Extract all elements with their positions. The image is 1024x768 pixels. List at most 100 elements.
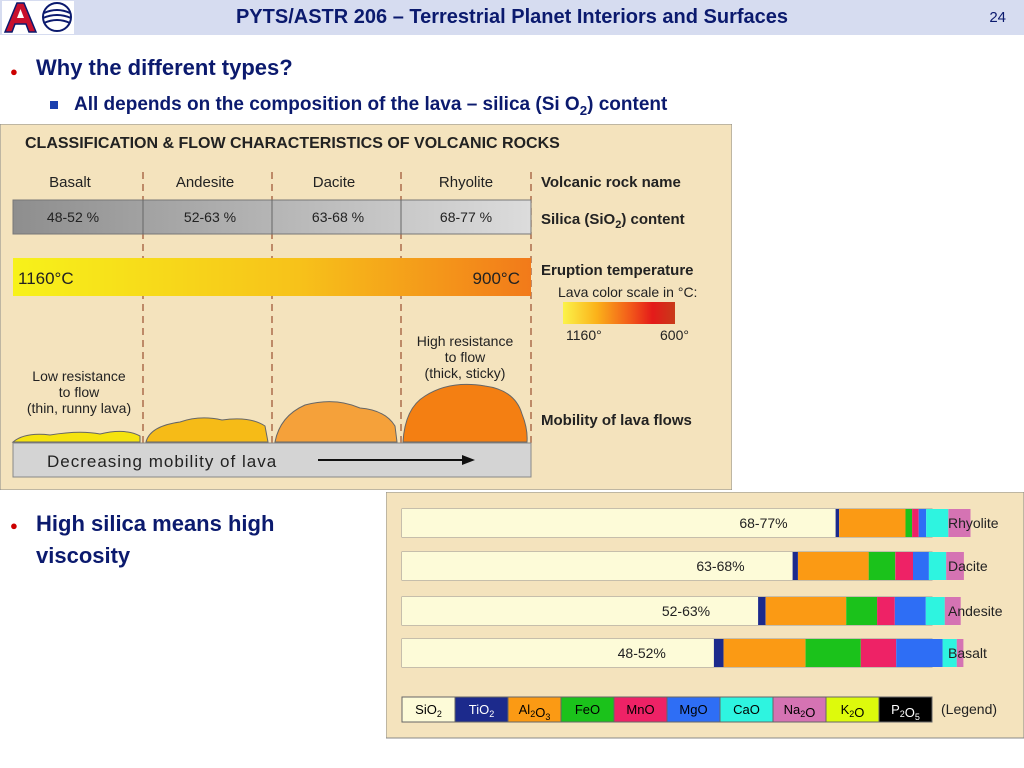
composition-bar-basalt: 48-52% Basalt: [401, 638, 987, 668]
bullet-composition-sub: 2: [579, 102, 588, 118]
bar-segment-mno: [877, 597, 895, 625]
bullet-dot-icon: ●: [10, 518, 18, 533]
legend-mno: MnO: [613, 696, 668, 723]
legend-mgo-text: MgO: [679, 702, 707, 717]
bar-segment-al2o3: [723, 639, 806, 667]
legend-label: (Legend): [941, 701, 997, 717]
bar-segment-feo: [805, 639, 861, 667]
page-number: 24: [989, 9, 1006, 26]
rock-name-dacite: Dacite: [313, 174, 356, 191]
legend-al2o3-text: Al2O3: [519, 702, 551, 722]
bar-segment-na2o: [956, 639, 964, 667]
label-eruption-temperature: Eruption temperature: [541, 262, 694, 279]
high-resistance-line2: to flow: [445, 349, 486, 365]
slide-title: PYTS/ASTR 206 – Terrestrial Planet Inter…: [235, 6, 789, 28]
bar-segment-mgo: [896, 639, 943, 667]
bar-segment-cao: [925, 597, 945, 625]
rock-name-andesite: Andesite: [176, 174, 234, 191]
legend-mno-text: MnO: [626, 702, 654, 717]
legend-al2o3-swatch: [507, 696, 562, 723]
silica-range-rhyolite: 68-77 %: [440, 209, 492, 225]
rock-label-rhyolite: Rhyolite: [948, 515, 999, 531]
slide-header: PYTS/ASTR 206 – Terrestrial Planet Inter…: [0, 0, 1024, 35]
legend-cao-swatch: [719, 696, 774, 723]
bullet-why-types: Why the different types?: [36, 55, 293, 80]
composition-bar-rhyolite: 68-77% Rhyolite: [401, 508, 999, 538]
legend-feo-swatch: [560, 696, 615, 723]
lava-color-scale: [563, 302, 675, 324]
bar-segment-cao: [942, 639, 957, 667]
silica-range-andesite: 52-63 %: [184, 209, 236, 225]
legend-mgo-swatch: [666, 696, 721, 723]
decreasing-mobility-label: Decreasing mobility of lava: [47, 452, 277, 471]
bullet-high-silica-line1: High silica means high: [36, 511, 275, 536]
figure1-title: CLASSIFICATION & FLOW CHARACTERISTICS OF…: [25, 135, 560, 152]
composition-bar-dacite: 63-68% Dacite: [401, 551, 988, 581]
label-silica-content: Silica (SiO2) content: [541, 211, 685, 231]
silica-range-basalt: 48-52 %: [47, 209, 99, 225]
bar-segment-tio2: [758, 597, 766, 625]
bar-segment-mgo: [894, 597, 926, 625]
silica-percent-andesite: 52-63%: [662, 603, 710, 619]
legend-cao: CaO: [719, 696, 774, 723]
temp-right-label: 900°C: [473, 269, 520, 288]
classification-figure: CLASSIFICATION & FLOW CHARACTERISTICS OF…: [0, 124, 732, 490]
legend-sio2-text: SiO2: [415, 702, 442, 719]
bar-segment-tio2: [835, 509, 840, 537]
low-resistance-line2: to flow: [59, 384, 100, 400]
label-rock-name: Volcanic rock name: [541, 174, 681, 191]
lava-flow-andesite: [145, 417, 269, 443]
bar-segment-al2o3: [798, 552, 869, 580]
high-resistance-line1: High resistance: [417, 333, 514, 349]
composition-figure: 68-77% Rhyolite 63-68% Dacite 52-63% Andesite…: [386, 492, 1024, 739]
silica-percent-rhyolite: 68-77%: [739, 515, 787, 531]
bar-segment-tio2: [713, 639, 724, 667]
bar-segment-na2o: [946, 552, 964, 580]
bar-segment-cao: [928, 552, 947, 580]
bar-segment-na2o: [944, 597, 961, 625]
legend-cao-text: CaO: [733, 702, 760, 717]
temperature-bar: [13, 258, 531, 296]
bar-segment-sio2: [402, 597, 759, 625]
bar-segment-feo: [846, 597, 878, 625]
legend-na2o-swatch: [772, 696, 827, 723]
bar-segment-sio2: [402, 552, 793, 580]
bullet-dot-icon: ●: [10, 64, 18, 79]
legend-al2o3: Al2O3: [507, 696, 562, 723]
arrow-head-icon: [462, 455, 475, 465]
temp-left-label: 1160°C: [18, 269, 74, 288]
scale-max-label: 600°: [660, 327, 689, 343]
legend-k2o-text: K2O: [841, 702, 865, 720]
low-resistance-line1: Low resistance: [32, 368, 126, 384]
legend-tio2-text: TiO2: [469, 702, 494, 719]
legend-feo-text: FeO: [575, 702, 600, 717]
bar-segment-sio2: [402, 509, 836, 537]
silica-percent-dacite: 63-68%: [696, 558, 744, 574]
rock-name-basalt: Basalt: [49, 174, 92, 191]
bullet-high-silica: High silica means high viscosity: [36, 508, 274, 572]
legend-sio2: SiO2: [401, 696, 456, 723]
bar-segment-cao: [926, 509, 949, 537]
bullet-high-silica-line2: viscosity: [36, 543, 131, 568]
bar-segment-mno: [895, 552, 913, 580]
legend-mgo: MgO: [666, 696, 721, 723]
bullet-composition-post: ) content: [587, 94, 668, 115]
bar-segment-mno: [860, 639, 897, 667]
legend-k2o: K2O: [825, 696, 880, 723]
bar-segment-mgo: [913, 552, 929, 580]
bullet-composition: All depends on the composition of the la…: [74, 94, 667, 118]
bar-segment-mno: [912, 509, 919, 537]
legend-feo: FeO: [560, 696, 615, 723]
bar-segment-feo: [868, 552, 896, 580]
bullet-square-icon: [50, 101, 58, 109]
label-color-scale: Lava color scale in °C:: [558, 284, 697, 300]
lava-flow-rhyolite: [402, 383, 528, 443]
legend-na2o-text: Na2O: [784, 702, 816, 720]
bar-segment-sio2: [402, 639, 714, 667]
bar-segment-na2o: [948, 509, 971, 537]
bullet-composition-text: All depends on the composition of the la…: [74, 94, 580, 115]
legend-p2o5-text: P2O5: [891, 702, 920, 722]
legend-mno-swatch: [613, 696, 668, 723]
scale-min-label: 1160°: [566, 327, 602, 343]
silica-percent-basalt: 48-52%: [618, 645, 666, 661]
